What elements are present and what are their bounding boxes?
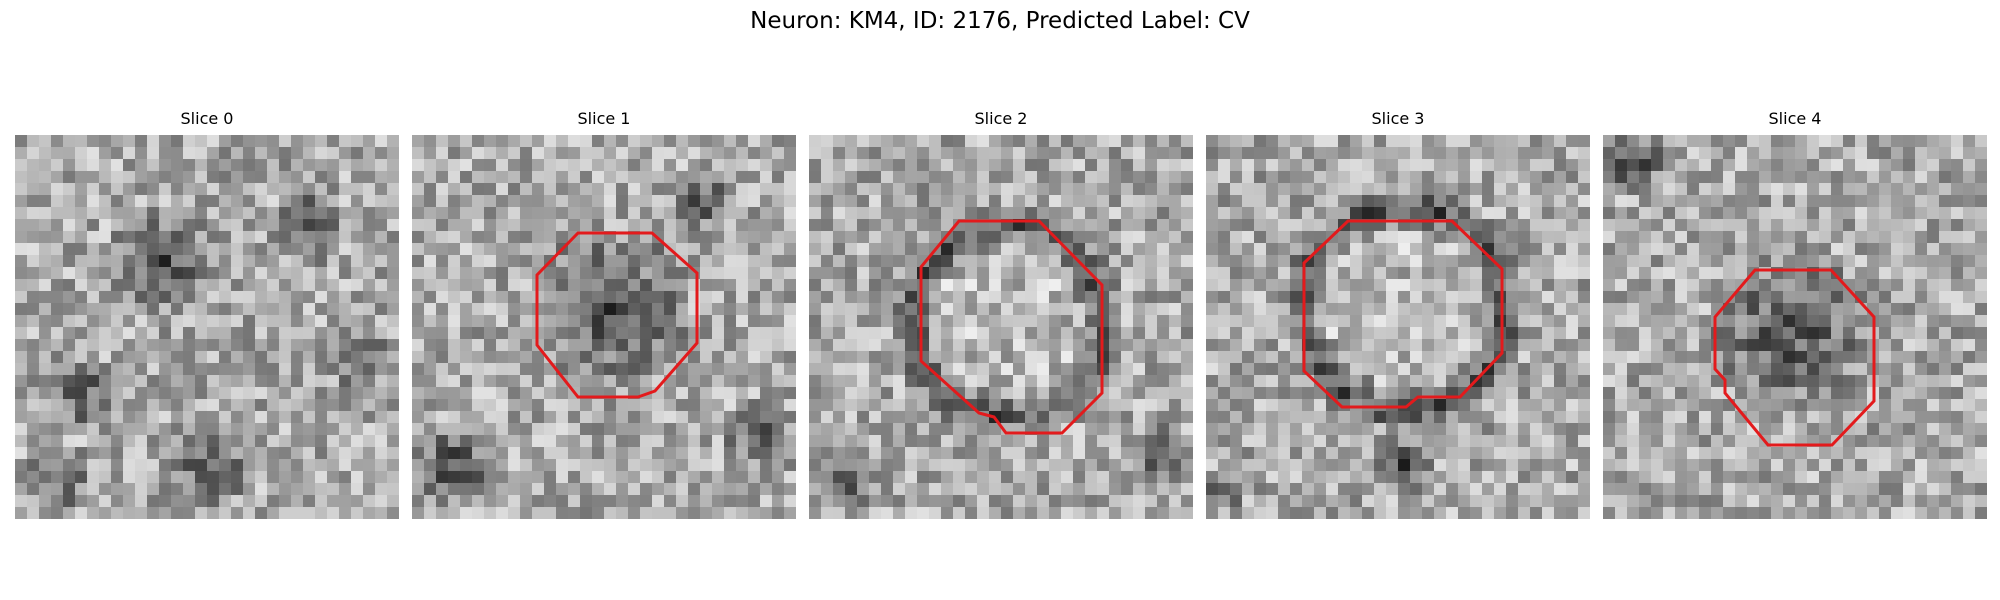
slice-image xyxy=(809,135,1193,519)
slice-panel-1: Slice 1 xyxy=(412,108,796,519)
grayscale-microscopy-pixels xyxy=(412,135,796,519)
slice-title: Slice 2 xyxy=(974,109,1028,128)
slice-title: Slice 4 xyxy=(1768,109,1822,128)
slice-title: Slice 0 xyxy=(180,109,234,128)
slice-panel-2: Slice 2 xyxy=(809,108,1193,519)
figure-title: Neuron: KM4, ID: 2176, Predicted Label: … xyxy=(750,8,1250,34)
slice-panel-3: Slice 3 xyxy=(1206,108,1590,519)
slice-image xyxy=(412,135,796,519)
slice-image xyxy=(1603,135,1987,519)
slice-panel-0: Slice 0 xyxy=(15,108,399,519)
slice-title: Slice 1 xyxy=(577,109,631,128)
grayscale-microscopy-pixels xyxy=(1206,135,1590,519)
slice-panel-4: Slice 4 xyxy=(1603,108,1987,519)
segmentation-contour xyxy=(1713,268,1876,447)
grayscale-microscopy-pixels xyxy=(15,135,399,519)
grayscale-microscopy-pixels xyxy=(809,135,1193,519)
segmentation-contour xyxy=(535,231,699,399)
segmentation-contour xyxy=(1302,219,1504,409)
slice-image xyxy=(1206,135,1590,519)
segmentation-contour xyxy=(919,219,1104,435)
slice-title: Slice 3 xyxy=(1371,109,1425,128)
slice-image xyxy=(15,135,399,519)
grayscale-microscopy-pixels xyxy=(1603,135,1987,519)
